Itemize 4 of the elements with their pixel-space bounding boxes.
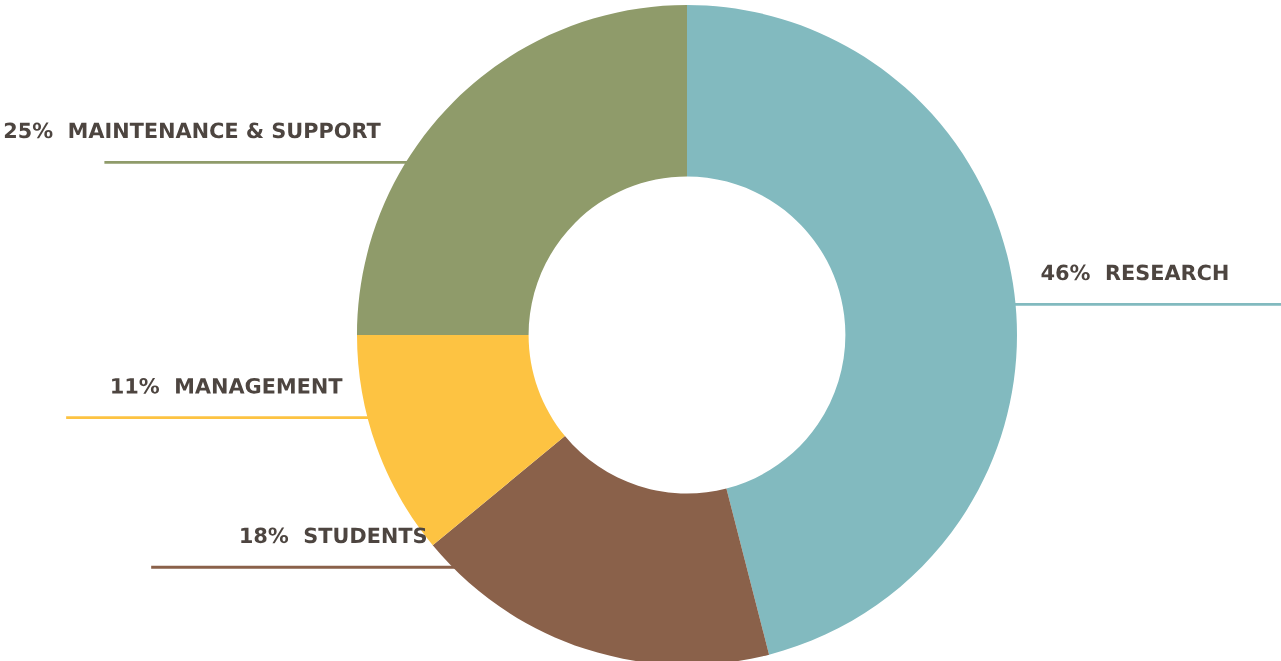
slice-label: 18% STUDENTS xyxy=(241,527,427,544)
slice-label: 11% MANAGEMENT xyxy=(112,377,343,394)
slice-label: 46% RESEARCH xyxy=(1041,264,1228,281)
slice-label: 25% MAINTENANCE & SUPPORT xyxy=(4,122,381,139)
